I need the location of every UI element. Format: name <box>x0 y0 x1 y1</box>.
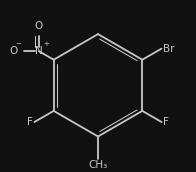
Text: N: N <box>35 46 43 56</box>
Text: O: O <box>35 21 43 31</box>
Text: F: F <box>27 117 33 127</box>
Text: CH₃: CH₃ <box>88 159 108 170</box>
Text: +: + <box>43 41 49 47</box>
Text: Br: Br <box>163 44 175 54</box>
Text: −: − <box>15 41 21 47</box>
Text: O: O <box>10 46 18 56</box>
Text: F: F <box>163 117 169 127</box>
